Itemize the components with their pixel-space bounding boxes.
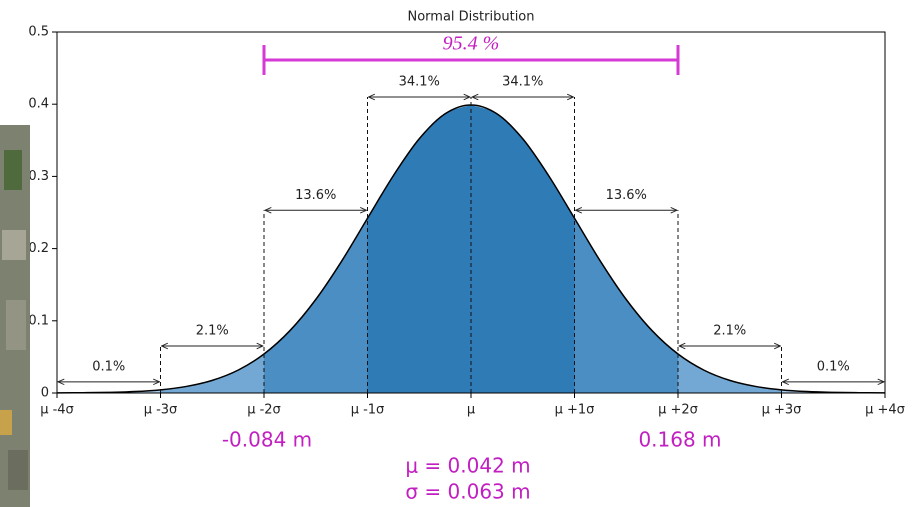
chart-title: Normal Distribution xyxy=(407,10,534,25)
x-tick-label: μ +4σ xyxy=(865,403,905,418)
band-fill xyxy=(367,104,471,393)
y-tick-label: 0.3 xyxy=(28,169,49,184)
interval-label: 34.1% xyxy=(502,74,543,89)
x-tick-label: μ +3σ xyxy=(762,403,802,418)
mean-text: μ = 0.042 m xyxy=(405,454,530,478)
plot: 0.1% 2.1% 13.6% 34.1% 34.1% 13.6% 2.1% 0.1% 0 0.1… xyxy=(28,25,905,418)
x-tick-label: μ xyxy=(467,403,475,418)
photo-overlay xyxy=(0,125,30,507)
interval-label: 34.1% xyxy=(399,74,440,89)
x-tick-label: μ +2σ xyxy=(658,403,698,418)
interval-label: 13.6% xyxy=(295,188,336,203)
interval-label: 0.1% xyxy=(817,359,850,374)
interval-label: 2.1% xyxy=(713,324,746,339)
interval-label: 0.1% xyxy=(92,359,125,374)
x-tick-label: μ -3σ xyxy=(144,403,178,418)
band-fill xyxy=(678,354,782,393)
upper-bound: 0.168 m xyxy=(638,428,721,452)
x-tick-label: μ -4σ xyxy=(40,403,74,418)
interval-label: 2.1% xyxy=(196,324,229,339)
band-fill xyxy=(160,354,264,393)
lower-bound: -0.084 m xyxy=(222,428,312,452)
x-tick-label: μ -2σ xyxy=(247,403,281,418)
y-tick-label: 0.4 xyxy=(28,97,49,112)
x-tick-label: μ +1σ xyxy=(555,403,595,418)
bracket-label: 95.4 % xyxy=(443,33,500,55)
y-tick-label: 0 xyxy=(41,386,49,401)
sigma-text: σ = 0.063 m xyxy=(405,480,530,504)
interval-label: 13.6% xyxy=(606,188,647,203)
y-tick-label: 0.2 xyxy=(28,241,49,256)
y-tick-label: 0.1 xyxy=(28,313,49,328)
x-tick-label: μ -1σ xyxy=(351,403,385,418)
y-tick-label: 0.5 xyxy=(28,25,49,40)
band-fill xyxy=(471,104,575,393)
